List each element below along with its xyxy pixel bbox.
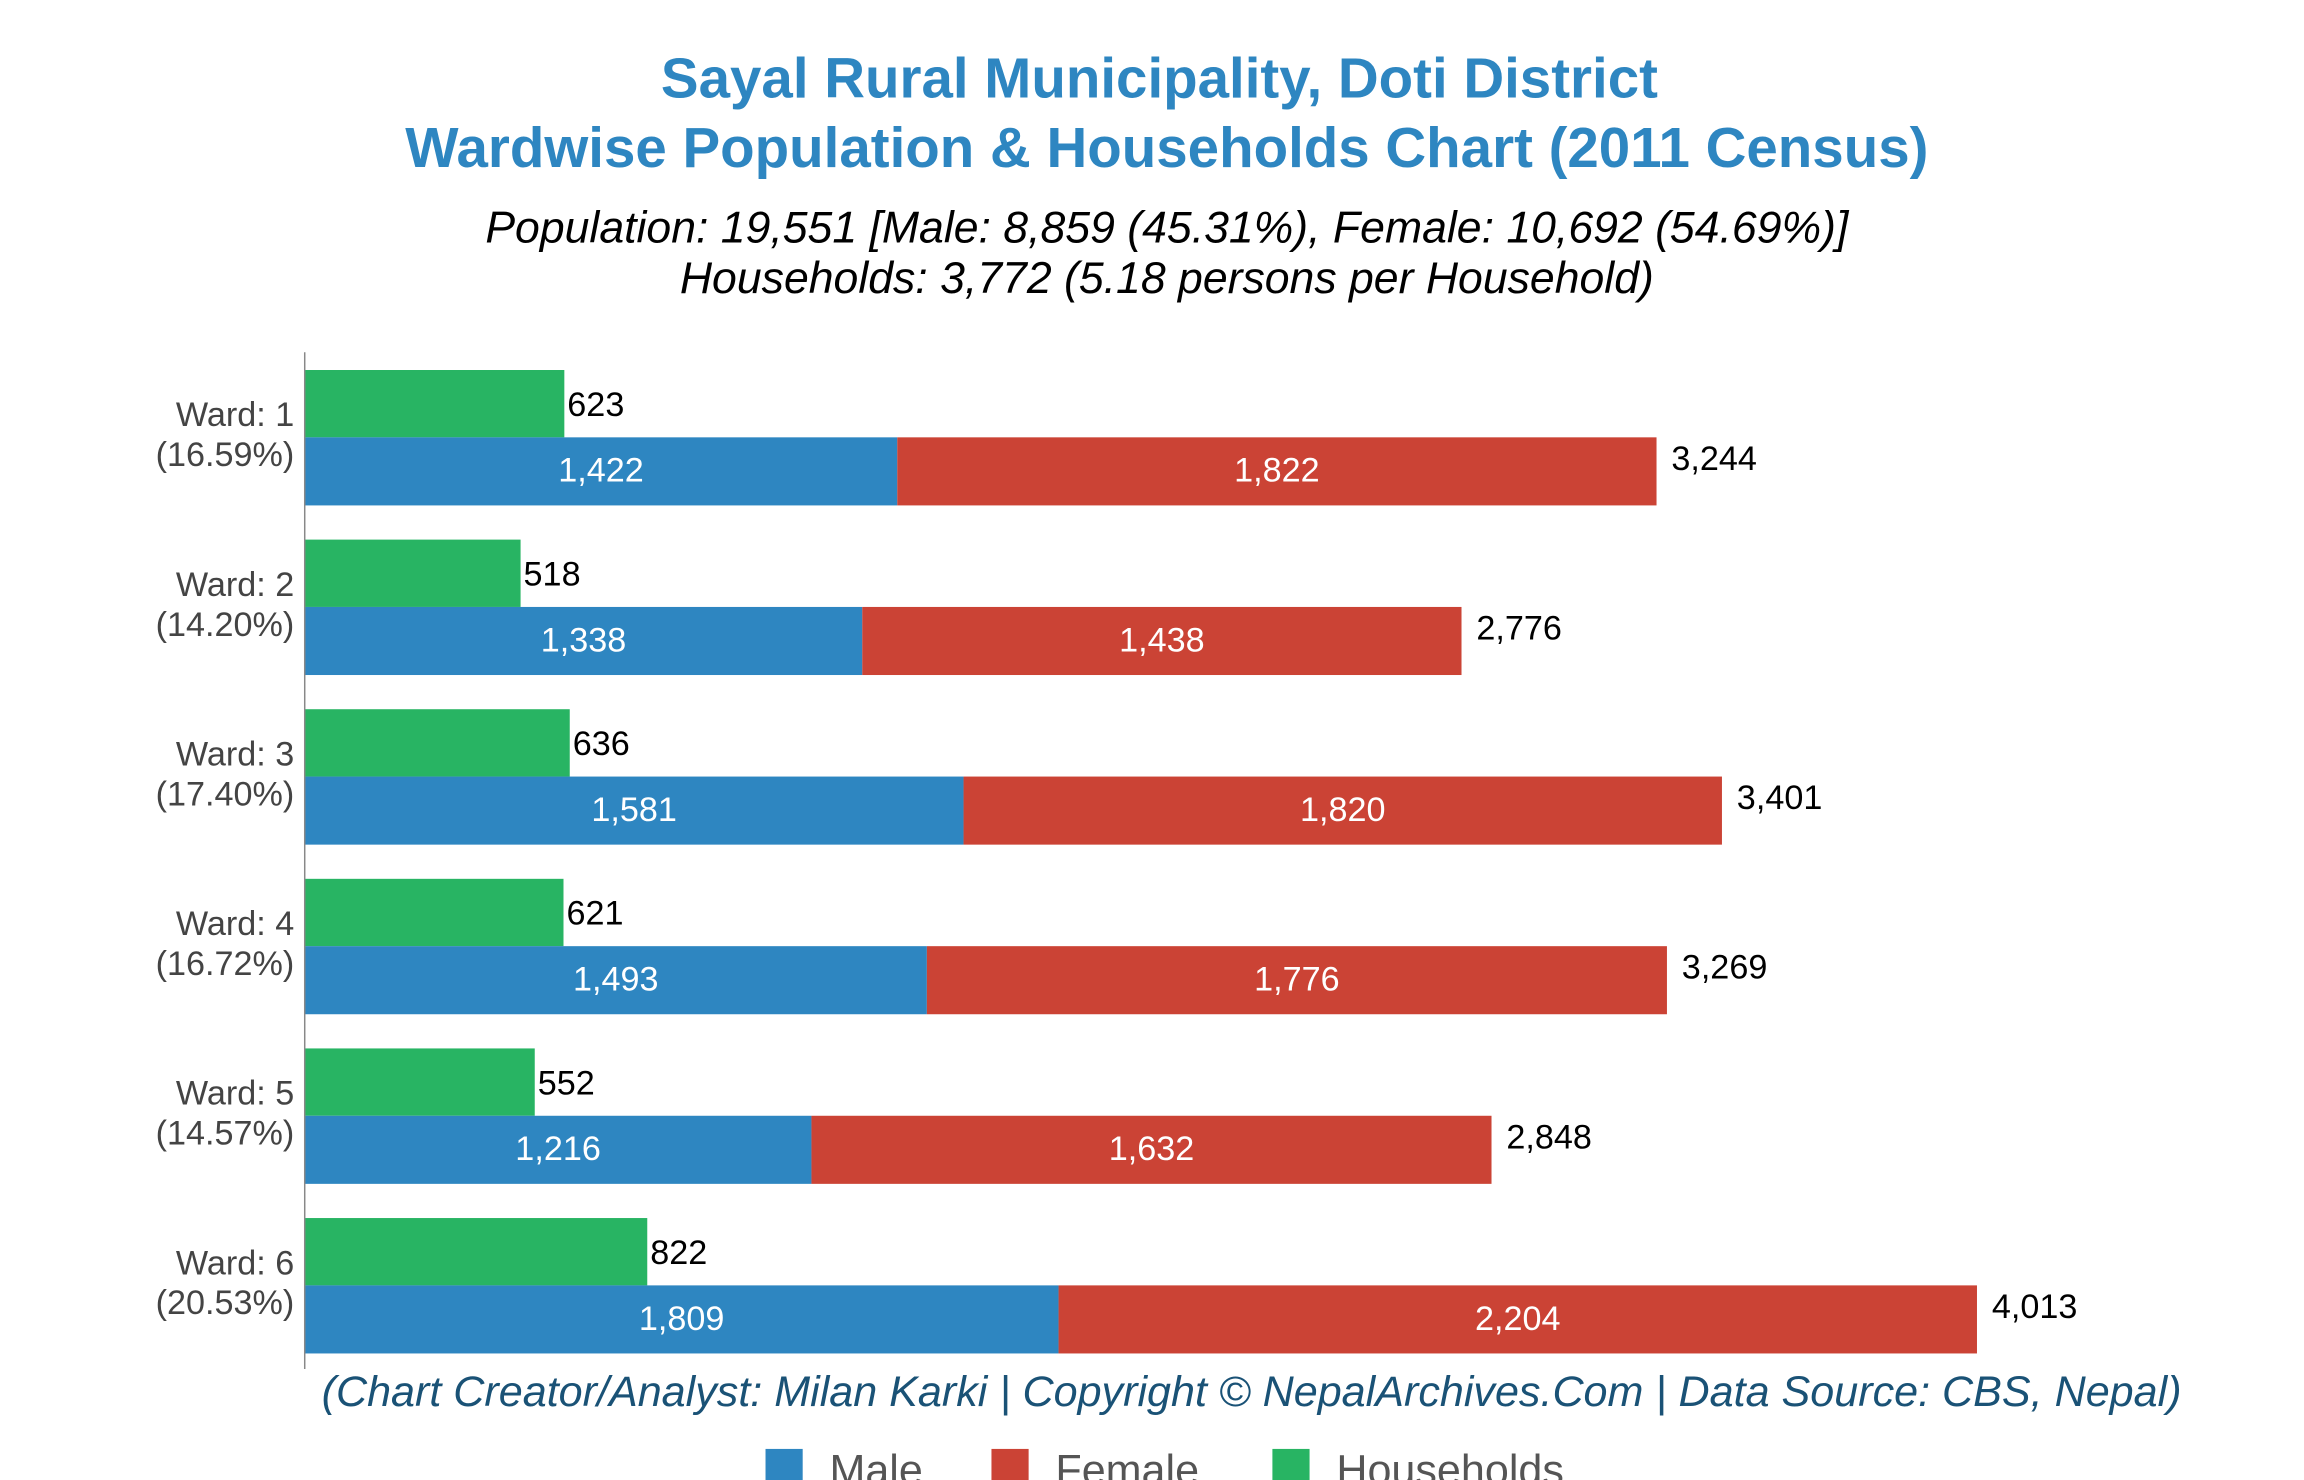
category-label: Ward: 4	[176, 905, 294, 943]
male-bar	[304, 946, 927, 1015]
category-label: Ward: 5	[176, 1075, 294, 1113]
category-percent-label: (20.53%)	[156, 1284, 295, 1322]
female-value-label: 1,822	[1234, 452, 1320, 490]
male-value-label: 1,216	[515, 1130, 601, 1168]
male-value-label: 1,338	[541, 621, 627, 659]
female-bar	[1058, 1285, 1977, 1354]
chart-footer-credit: (Chart Creator/Analyst: Milan Karki | Co…	[322, 1368, 2182, 1416]
households-bar	[304, 709, 570, 777]
total-value-label: 3,269	[1682, 949, 1768, 987]
category-label: Ward: 1	[176, 396, 294, 434]
legend-swatch	[765, 1448, 803, 1480]
chart-subtitle-line-1: Population: 19,551 [Male: 8,859 (45.31%)…	[485, 204, 1850, 253]
ward-group: Ward: 6(20.53%) 822 1,809 2,204 4,013	[156, 1218, 2078, 1354]
male-bar	[304, 1285, 1059, 1354]
category-percent-label: (14.20%)	[156, 606, 295, 644]
female-value-label: 1,632	[1109, 1130, 1195, 1168]
female-bar	[811, 1115, 1492, 1184]
legend-label: Male	[829, 1447, 922, 1480]
legend-item-male: Male	[765, 1447, 923, 1480]
total-value-label: 4,013	[1992, 1288, 2078, 1326]
legend: Male Female Households	[765, 1447, 1564, 1480]
male-value-label: 1,809	[639, 1300, 725, 1338]
male-value-label: 1,422	[558, 452, 644, 490]
male-value-label: 1,581	[591, 791, 677, 829]
total-value-label: 2,848	[1506, 1118, 1592, 1156]
female-value-label: 1,820	[1300, 791, 1386, 829]
category-percent-label: (16.72%)	[156, 945, 295, 983]
legend-swatch	[1272, 1448, 1310, 1480]
ward-group: Ward: 1(16.59%) 623 1,422 1,822 3,244	[156, 370, 1757, 506]
legend-swatch	[991, 1448, 1029, 1480]
chart-title-line-2: Wardwise Population & Households Chart (…	[405, 116, 1928, 179]
chart-title-line-1: Sayal Rural Municipality, Doti District	[661, 47, 1658, 110]
category-label: Ward: 3	[176, 736, 294, 774]
male-bar	[304, 437, 898, 506]
total-value-label: 2,776	[1476, 610, 1562, 648]
category-percent-label: (16.59%)	[156, 436, 295, 474]
total-value-label: 3,244	[1671, 440, 1757, 478]
households-bar	[304, 539, 521, 607]
category-percent-label: (14.57%)	[156, 1115, 295, 1153]
female-value-label: 1,438	[1119, 621, 1205, 659]
female-bar	[862, 606, 1462, 676]
households-value-label: 822	[650, 1234, 707, 1272]
male-bar	[304, 1115, 812, 1184]
ward-group: Ward: 4(16.72%) 621 1,493 1,776 3,269	[156, 878, 1768, 1015]
ward-group: Ward: 2(14.20%) 518 1,338 1,438 2,776	[156, 539, 1562, 676]
category-label: Ward: 2	[176, 566, 294, 604]
category-percent-label: (17.40%)	[156, 775, 295, 813]
female-bar	[897, 437, 1657, 506]
chart-subtitle-line-2: Households: 3,772 (5.18 persons per Hous…	[680, 254, 1654, 303]
households-bar	[304, 1218, 648, 1286]
households-value-label: 552	[538, 1064, 595, 1102]
female-value-label: 2,204	[1475, 1300, 1561, 1338]
male-value-label: 1,493	[573, 961, 659, 999]
female-bar	[926, 946, 1667, 1015]
legend-item-female: Female	[991, 1447, 1199, 1480]
ward-group: Ward: 5(14.57%) 552 1,216 1,632 2,848	[156, 1048, 1592, 1184]
legend-item-households: Households	[1272, 1447, 1564, 1480]
plot-area: Ward: 1(16.59%) 623 1,422 1,822 3,244 Ward: 2…	[156, 370, 2078, 1354]
households-bar	[304, 878, 564, 947]
female-bar	[963, 776, 1722, 845]
male-bar	[304, 776, 964, 845]
female-value-label: 1,776	[1254, 961, 1340, 999]
category-label: Ward: 6	[176, 1244, 294, 1282]
ward-group: Ward: 3(17.40%) 636 1,581 1,820 3,401	[156, 709, 1823, 845]
households-bar	[304, 1048, 535, 1116]
households-value-label: 623	[567, 386, 624, 424]
total-value-label: 3,401	[1737, 779, 1823, 817]
households-value-label: 621	[566, 895, 623, 933]
legend-label: Female	[1055, 1447, 1199, 1480]
male-bar	[304, 606, 863, 676]
households-bar	[304, 370, 565, 438]
households-value-label: 518	[524, 556, 581, 594]
legend-label: Households	[1336, 1447, 1564, 1480]
households-value-label: 636	[573, 725, 630, 763]
